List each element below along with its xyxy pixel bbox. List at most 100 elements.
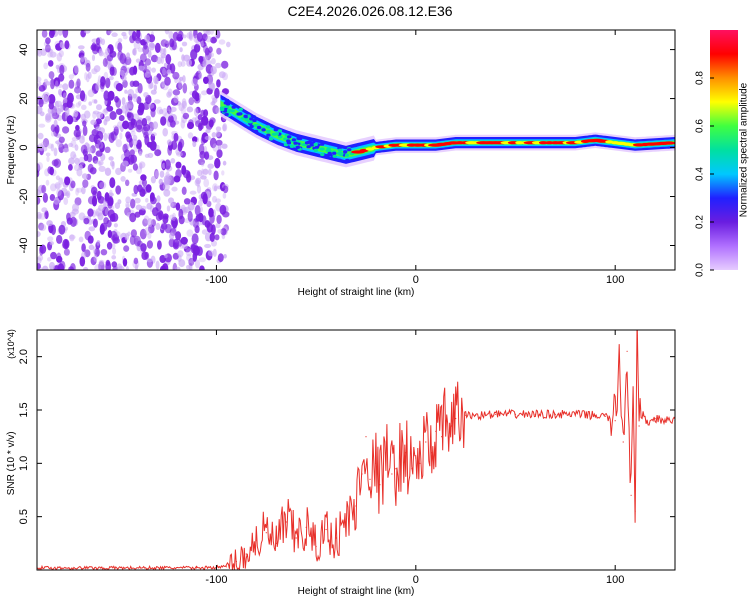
ridge-core [662,141,675,145]
noise-speckle [37,143,44,151]
noise-speckle [98,48,103,56]
noise-speckle [213,185,218,192]
noise-speckle [45,37,51,45]
noise-speckle [82,125,88,136]
noise-speckle [74,157,80,165]
noise-speckle [204,47,210,56]
snr-data-point [365,436,367,438]
ridge-speckle [256,125,262,130]
noise-speckle [153,84,157,91]
noise-speckle [171,186,178,192]
noise-speckle [112,247,117,255]
noise-speckle [78,156,85,166]
noise-speckle [162,107,168,117]
noise-speckle [90,119,97,126]
noise-speckle [166,69,172,75]
noise-speckle [76,78,81,88]
noise-speckle [198,55,204,63]
noise-speckle [150,54,159,63]
figure-title: C2E4.2026.026.08.12.E36 [287,3,452,19]
noise-speckle [120,176,126,182]
noise-speckle [157,240,162,250]
noise-speckle [70,140,77,148]
noise-speckle [132,48,136,56]
noise-speckle [166,205,171,212]
noise-speckle [44,81,52,86]
noise-speckle [63,248,70,256]
snr-data-point [654,417,656,420]
ridge-speckle [289,144,295,148]
noise-speckle [132,113,140,120]
noise-speckle [81,104,87,111]
noise-speckle [74,64,79,74]
noise-speckle [85,73,90,83]
noise-speckle [107,197,114,207]
y-tick-label: -40 [18,238,30,254]
ridge-speckle [345,158,350,162]
noise-speckle [108,30,112,34]
ridge-speckle [226,108,232,112]
noise-speckle [125,179,130,187]
noise-speckle [178,80,183,90]
y-tick-label: 2.0 [18,349,30,364]
noise-speckle [72,203,79,212]
ridge-speckle [287,135,292,139]
noise-speckle [79,256,86,267]
noise-speckle [176,151,183,157]
noise-speckle [156,195,161,203]
noise-speckle [82,120,87,127]
ridge-speckle [328,142,333,146]
x-tick-label: 0 [413,574,419,586]
noise-speckle [200,191,208,200]
noise-speckle [164,253,168,259]
noise-speckle [203,168,208,176]
noise-speckle [124,89,128,94]
noise-speckle [91,54,96,62]
noise-speckle [62,238,70,250]
noise-speckle [115,167,122,176]
colorbar-label: Normalized spectral amplitude [739,82,750,217]
noise-speckle [124,101,130,111]
noise-speckle [217,253,224,263]
ridge-speckle [307,140,313,144]
snr-data-point [379,484,381,486]
noise-speckle [130,198,136,209]
noise-speckle [119,53,127,65]
snr-data-point [574,413,576,415]
snr-data-point [431,452,433,454]
snr-data-point [225,566,227,568]
noise-speckle [106,30,111,36]
noise-speckle [139,228,147,240]
noise-speckle [203,76,209,85]
noise-speckle [37,211,42,219]
noise-speckle [50,109,57,118]
noise-speckle [121,160,129,167]
snr-data-point [375,462,377,464]
noise-speckle [64,176,71,186]
noise-speckle [53,147,58,157]
noise-speckle [147,218,153,227]
noise-speckle [103,119,108,126]
noise-speckle [201,229,208,235]
noise-speckle [141,186,149,195]
noise-speckle [168,109,173,117]
x-tick-label: 100 [606,574,624,586]
noise-speckle [93,65,101,73]
snr-data-point [275,542,277,544]
noise-speckle [56,234,63,244]
noise-speckle [83,30,91,34]
noise-speckle [111,32,118,37]
noise-speckle [68,79,75,89]
noise-speckle [48,30,55,39]
noise-speckle [147,103,155,109]
noise-speckle [198,257,206,263]
noise-speckle [209,232,215,242]
noise-speckle [162,183,170,191]
noise-speckle [181,186,187,195]
noise-speckle [168,31,174,40]
noise-speckle [136,30,141,39]
noise-speckle [180,60,186,67]
noise-speckle [112,124,120,130]
noise-speckle [106,241,113,250]
noise-speckle [92,218,98,228]
